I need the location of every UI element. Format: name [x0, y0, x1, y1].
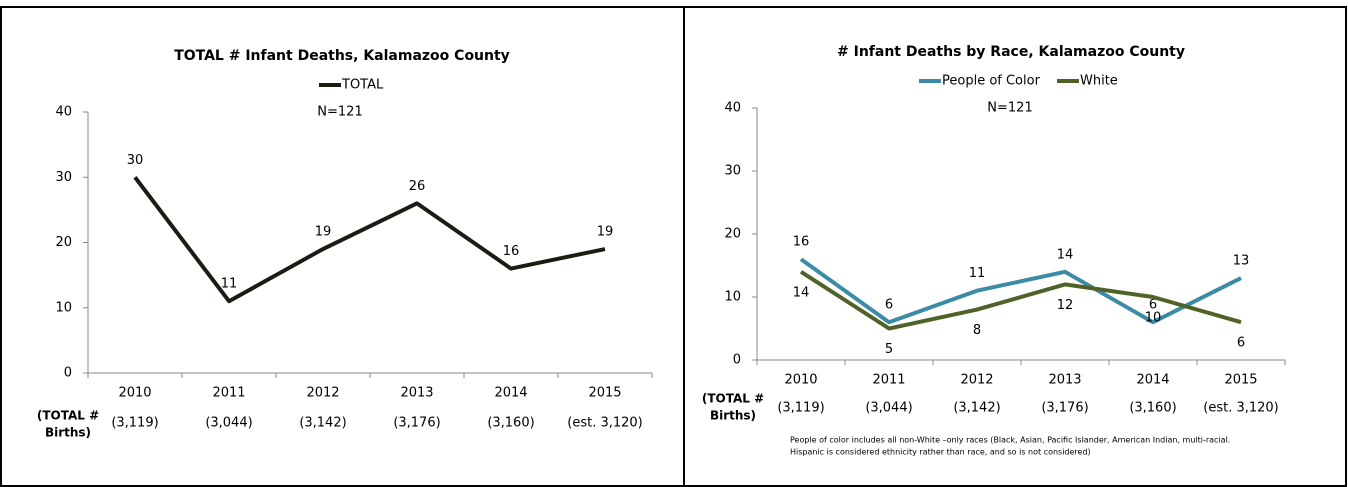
data-label: 19 [315, 225, 332, 240]
births-label: (3,176) [1041, 401, 1088, 416]
legend-label: TOTAL [341, 78, 384, 93]
x-tick-label: 2011 [212, 386, 245, 401]
births-label: (3,142) [299, 416, 346, 431]
y-tick-label: 20 [724, 227, 741, 242]
births-label: (3,044) [205, 416, 252, 431]
births-row-label: (TOTAL # [702, 392, 764, 406]
births-label: (3,176) [393, 416, 440, 431]
x-tick-label: 2014 [1136, 373, 1169, 388]
legend-label: White [1080, 74, 1118, 89]
data-label: 14 [1057, 247, 1074, 262]
y-tick-label: 0 [64, 366, 72, 381]
data-label: 6 [1149, 298, 1157, 313]
x-tick-label: 2010 [118, 386, 151, 401]
footnote: Hispanic is considered ethnicity rather … [790, 448, 1091, 457]
annotation: N=121 [317, 105, 362, 120]
x-tick-label: 2014 [494, 386, 527, 401]
births-label: (3,160) [487, 416, 534, 431]
chart-title: # Infant Deaths by Race, Kalamazoo Count… [837, 44, 1185, 60]
births-row-label: Births) [45, 426, 91, 440]
x-tick-label: 2012 [960, 373, 993, 388]
data-label: 8 [973, 323, 981, 338]
x-tick-label: 2010 [784, 373, 817, 388]
data-label: 11 [969, 266, 986, 281]
births-row-label: Births) [710, 409, 756, 423]
x-tick-label: 2012 [306, 386, 339, 401]
frame [0, 6, 1347, 487]
x-tick-label: 2011 [872, 373, 905, 388]
data-label: 5 [885, 342, 893, 357]
chart-title: TOTAL # Infant Deaths, Kalamazoo County [174, 48, 510, 64]
data-label: 30 [127, 153, 144, 168]
births-label: (3,119) [111, 416, 158, 431]
data-label: 16 [503, 244, 520, 259]
y-tick-label: 10 [55, 300, 72, 315]
births-label: (est. 3,120) [567, 416, 643, 431]
series-line [799, 270, 1242, 331]
births-row-label: (TOTAL # [37, 409, 99, 423]
y-tick-label: 30 [55, 170, 72, 185]
data-label: 6 [885, 298, 893, 313]
data-label: 10 [1145, 311, 1162, 326]
footnote: People of color includes all non-White –… [790, 436, 1230, 445]
x-tick-label: 2013 [400, 386, 433, 401]
births-label: (est. 3,120) [1203, 401, 1279, 416]
births-label: (3,044) [865, 401, 912, 416]
data-label: 12 [1057, 298, 1074, 313]
x-tick-label: 2015 [588, 386, 621, 401]
data-label: 6 [1237, 336, 1245, 351]
x-tick-label: 2015 [1224, 373, 1257, 388]
x-tick-label: 2013 [1048, 373, 1081, 388]
y-tick-label: 0 [733, 353, 741, 368]
data-label: 11 [221, 277, 238, 292]
data-label: 16 [793, 235, 810, 250]
data-label: 26 [409, 179, 426, 194]
births-label: (3,119) [777, 401, 824, 416]
data-label: 13 [1233, 254, 1250, 269]
births-label: (3,160) [1129, 401, 1176, 416]
series-line [133, 176, 606, 304]
series-line [799, 257, 1242, 325]
births-label: (3,142) [953, 401, 1000, 416]
y-tick-label: 10 [724, 290, 741, 305]
data-label: 14 [793, 285, 810, 300]
y-tick-label: 40 [724, 101, 741, 116]
legend-label: People of Color [942, 74, 1041, 89]
y-tick-label: 20 [55, 235, 72, 250]
y-tick-label: 30 [724, 164, 741, 179]
y-tick-label: 40 [55, 105, 72, 120]
data-label: 19 [597, 225, 614, 240]
annotation: N=121 [987, 101, 1032, 116]
